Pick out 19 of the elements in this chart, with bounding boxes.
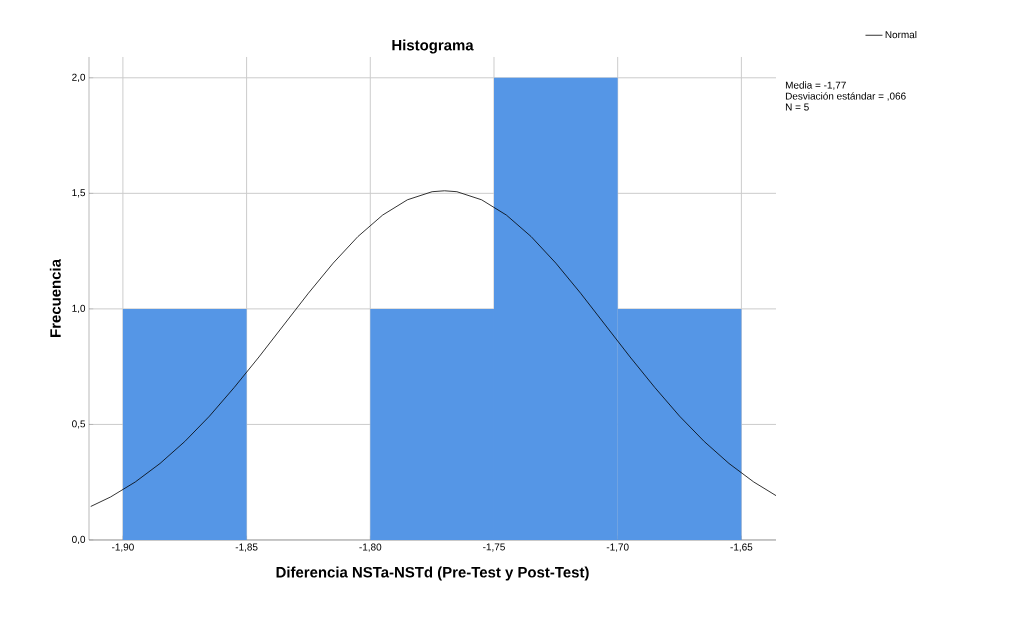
x-tick-label: -1,80	[359, 543, 382, 552]
y-tick-label: 1,0	[72, 304, 86, 314]
y-tick-label: 0,0	[72, 535, 86, 545]
y-tick-label: 2,0	[72, 73, 86, 82]
text: Desviación estándar = ,066	[785, 92, 906, 101]
y-tick-label: 0,5	[72, 420, 86, 429]
y-tick-label: 1,5	[72, 189, 86, 198]
line-series	[90, 190, 777, 507]
x-tick-label: -1,65	[730, 543, 753, 552]
chart-title: Histograma	[392, 39, 474, 54]
x-tick-label: -1,90	[111, 543, 134, 552]
x-tick-label: -1,85	[235, 543, 258, 552]
y-axis-title: Frecuencia	[49, 258, 61, 337]
x-tick-label: -1,70	[606, 543, 629, 552]
text: Media = -1,77	[785, 81, 846, 90]
legend-label: Normal	[885, 30, 917, 39]
text: N = 5	[785, 103, 809, 111]
x-axis-title: Diferencia NSTa-NSTd (Pre-Test y Post-Test)	[276, 566, 589, 581]
x-tick-label: -1,75	[483, 543, 505, 552]
